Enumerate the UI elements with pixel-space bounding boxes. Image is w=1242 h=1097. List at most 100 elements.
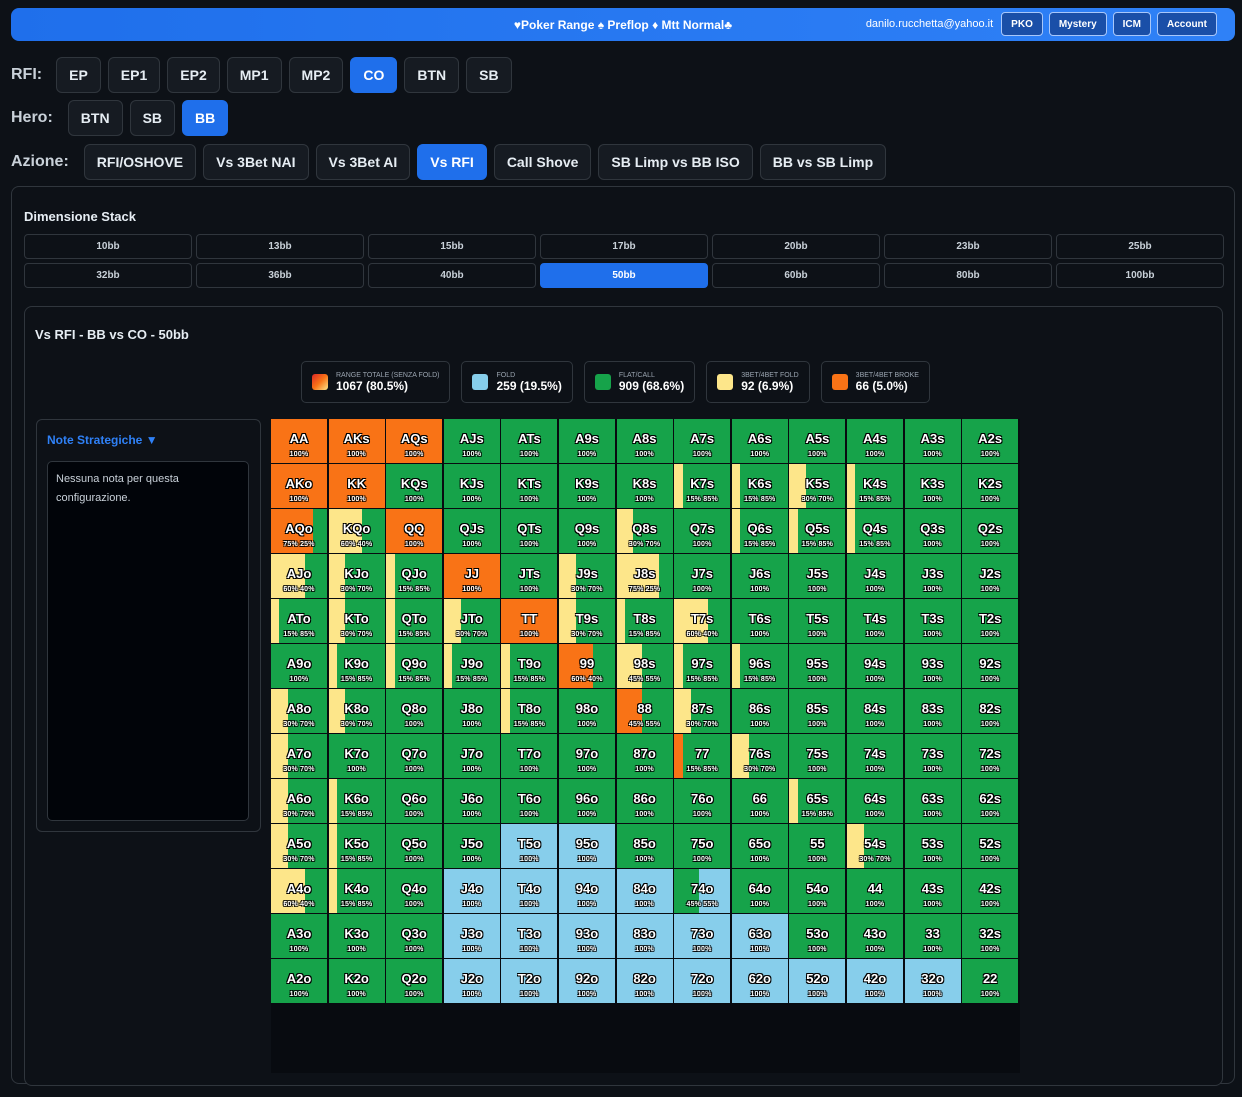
hand-cell-q4o[interactable]: Q4o 100% [386, 869, 443, 913]
stack-option-100bb[interactable]: 100bb [1056, 263, 1224, 288]
hand-cell-k6o[interactable]: K6o 15% 85% [328, 779, 385, 823]
hand-cell-aqo[interactable]: AQo 75% 25% [271, 509, 327, 553]
stack-option-13bb[interactable]: 13bb [196, 234, 364, 259]
hand-cell-87s[interactable]: 87s 30% 70% [674, 689, 731, 733]
hand-cell-42o[interactable]: 42o 100% [847, 959, 903, 1003]
hand-cell-76o[interactable]: 76o 100% [674, 779, 731, 823]
hand-cell-k9s[interactable]: K9s 100% [559, 464, 615, 508]
hand-cell-k2o[interactable]: K2o 100% [328, 959, 385, 1003]
hand-cell-a7s[interactable]: A7s 100% [674, 419, 731, 463]
hand-cell-t5o[interactable]: T5o 100% [501, 824, 558, 868]
hand-cell-88[interactable]: 88 45% 55% [616, 689, 673, 733]
hand-cell-95o[interactable]: 95o 100% [559, 824, 615, 868]
hand-cell-j2o[interactable]: J2o 100% [443, 959, 500, 1003]
hand-cell-t8o[interactable]: T8o 15% 85% [501, 689, 558, 733]
hand-cell-92s[interactable]: 92s 100% [962, 644, 1019, 688]
account-button[interactable]: Account [1157, 12, 1217, 36]
hand-cell-j7s[interactable]: J7s 100% [674, 554, 731, 598]
hand-cell-75s[interactable]: 75s 100% [789, 734, 846, 778]
hand-cell-99[interactable]: 99 60% 40% [559, 644, 615, 688]
hand-cell-95s[interactable]: 95s 100% [789, 644, 846, 688]
hero-option-sb[interactable]: SB [129, 100, 176, 136]
hand-cell-83o[interactable]: 83o 100% [616, 914, 673, 958]
rfi-option-btn[interactable]: BTN [404, 57, 460, 93]
hero-option-bb[interactable]: BB [182, 100, 229, 136]
hand-cell-j6o[interactable]: J6o 100% [443, 779, 500, 823]
hand-cell-k9o[interactable]: K9o 15% 85% [328, 644, 385, 688]
hand-cell-a8o[interactable]: A8o 30% 70% [271, 689, 327, 733]
hand-cell-94s[interactable]: 94s 100% [847, 644, 903, 688]
azione-option-vs-3bet-ai[interactable]: Vs 3Bet AI [315, 144, 411, 180]
hand-cell-k2s[interactable]: K2s 100% [962, 464, 1019, 508]
hand-cell-62s[interactable]: 62s 100% [962, 779, 1019, 823]
hand-cell-66[interactable]: 66 100% [731, 779, 788, 823]
hand-cell-84o[interactable]: 84o 100% [616, 869, 673, 913]
hand-cell-t8s[interactable]: T8s 15% 85% [616, 599, 673, 643]
hand-cell-ako[interactable]: AKo 100% [271, 464, 327, 508]
hand-cell-t7o[interactable]: T7o 100% [501, 734, 558, 778]
hand-cell-74o[interactable]: 74o 45% 55% [674, 869, 731, 913]
hand-cell-a2s[interactable]: A2s 100% [962, 419, 1019, 463]
hand-cell-96o[interactable]: 96o 100% [559, 779, 615, 823]
hand-cell-aa[interactable]: AA 100% [271, 419, 327, 463]
hand-cell-k7o[interactable]: K7o 100% [328, 734, 385, 778]
hand-cell-82o[interactable]: 82o 100% [616, 959, 673, 1003]
hand-cell-j4o[interactable]: J4o 100% [443, 869, 500, 913]
stack-option-20bb[interactable]: 20bb [712, 234, 880, 259]
stack-option-40bb[interactable]: 40bb [368, 263, 536, 288]
hero-option-btn[interactable]: BTN [67, 100, 123, 136]
hand-cell-k8o[interactable]: K8o 30% 70% [328, 689, 385, 733]
hand-cell-65s[interactable]: 65s 15% 85% [789, 779, 846, 823]
stack-option-17bb[interactable]: 17bb [540, 234, 708, 259]
hand-cell-87o[interactable]: 87o 100% [616, 734, 673, 778]
pko-button[interactable]: PKO [1001, 12, 1043, 36]
hand-cell-q4s[interactable]: Q4s 15% 85% [847, 509, 903, 553]
stack-option-80bb[interactable]: 80bb [884, 263, 1052, 288]
hand-cell-q5s[interactable]: Q5s 15% 85% [789, 509, 846, 553]
hand-cell-a9o[interactable]: A9o 100% [271, 644, 327, 688]
hand-cell-q9s[interactable]: Q9s 100% [559, 509, 615, 553]
rfi-option-ep2[interactable]: EP2 [167, 57, 220, 93]
hand-cell-t5s[interactable]: T5s 100% [789, 599, 846, 643]
hand-cell-qto[interactable]: QTo 15% 85% [386, 599, 443, 643]
hand-cell-75o[interactable]: 75o 100% [674, 824, 731, 868]
hand-cell-tt[interactable]: TT 100% [501, 599, 558, 643]
hand-cell-72o[interactable]: 72o 100% [674, 959, 731, 1003]
hand-cell-63s[interactable]: 63s 100% [904, 779, 961, 823]
hand-cell-t3s[interactable]: T3s 100% [904, 599, 961, 643]
hand-cell-64s[interactable]: 64s 100% [847, 779, 903, 823]
rfi-option-ep[interactable]: EP [56, 57, 101, 93]
hand-cell-j8o[interactable]: J8o 100% [443, 689, 500, 733]
hand-cell-a3s[interactable]: A3s 100% [904, 419, 961, 463]
hand-cell-q8o[interactable]: Q8o 100% [386, 689, 443, 733]
hand-cell-74s[interactable]: 74s 100% [847, 734, 903, 778]
stack-option-32bb[interactable]: 32bb [24, 263, 192, 288]
notes-toggle[interactable]: Note Strategiche ▼ [47, 433, 158, 447]
hand-cell-42s[interactable]: 42s 100% [962, 869, 1019, 913]
hand-cell-k6s[interactable]: K6s 15% 85% [731, 464, 788, 508]
hand-cell-q7o[interactable]: Q7o 100% [386, 734, 443, 778]
hand-cell-j7o[interactable]: J7o 100% [443, 734, 500, 778]
hand-cell-a4s[interactable]: A4s 100% [847, 419, 903, 463]
hand-cell-85o[interactable]: 85o 100% [616, 824, 673, 868]
hand-cell-aks[interactable]: AKs 100% [328, 419, 385, 463]
hand-cell-j5s[interactable]: J5s 100% [789, 554, 846, 598]
hand-cell-t9o[interactable]: T9o 15% 85% [501, 644, 558, 688]
hand-cell-53s[interactable]: 53s 100% [904, 824, 961, 868]
hand-cell-32o[interactable]: 32o 100% [904, 959, 961, 1003]
hand-cell-85s[interactable]: 85s 100% [789, 689, 846, 733]
hand-cell-t7s[interactable]: T7s 60% 40% [674, 599, 731, 643]
hand-cell-a5o[interactable]: A5o 30% 70% [271, 824, 327, 868]
hand-cell-q2o[interactable]: Q2o 100% [386, 959, 443, 1003]
hand-cell-t6s[interactable]: T6s 100% [731, 599, 788, 643]
hand-cell-43o[interactable]: 43o 100% [847, 914, 903, 958]
hand-cell-55[interactable]: 55 100% [789, 824, 846, 868]
azione-option-rfi-oshove[interactable]: RFI/OSHOVE [83, 144, 197, 180]
hand-cell-22[interactable]: 22 100% [962, 959, 1019, 1003]
hand-cell-qjo[interactable]: QJo 15% 85% [386, 554, 443, 598]
hand-cell-52s[interactable]: 52s 100% [962, 824, 1019, 868]
hand-cell-t2o[interactable]: T2o 100% [501, 959, 558, 1003]
azione-option-vs-rfi[interactable]: Vs RFI [417, 144, 487, 180]
hand-cell-93s[interactable]: 93s 100% [904, 644, 961, 688]
hand-cell-43s[interactable]: 43s 100% [904, 869, 961, 913]
